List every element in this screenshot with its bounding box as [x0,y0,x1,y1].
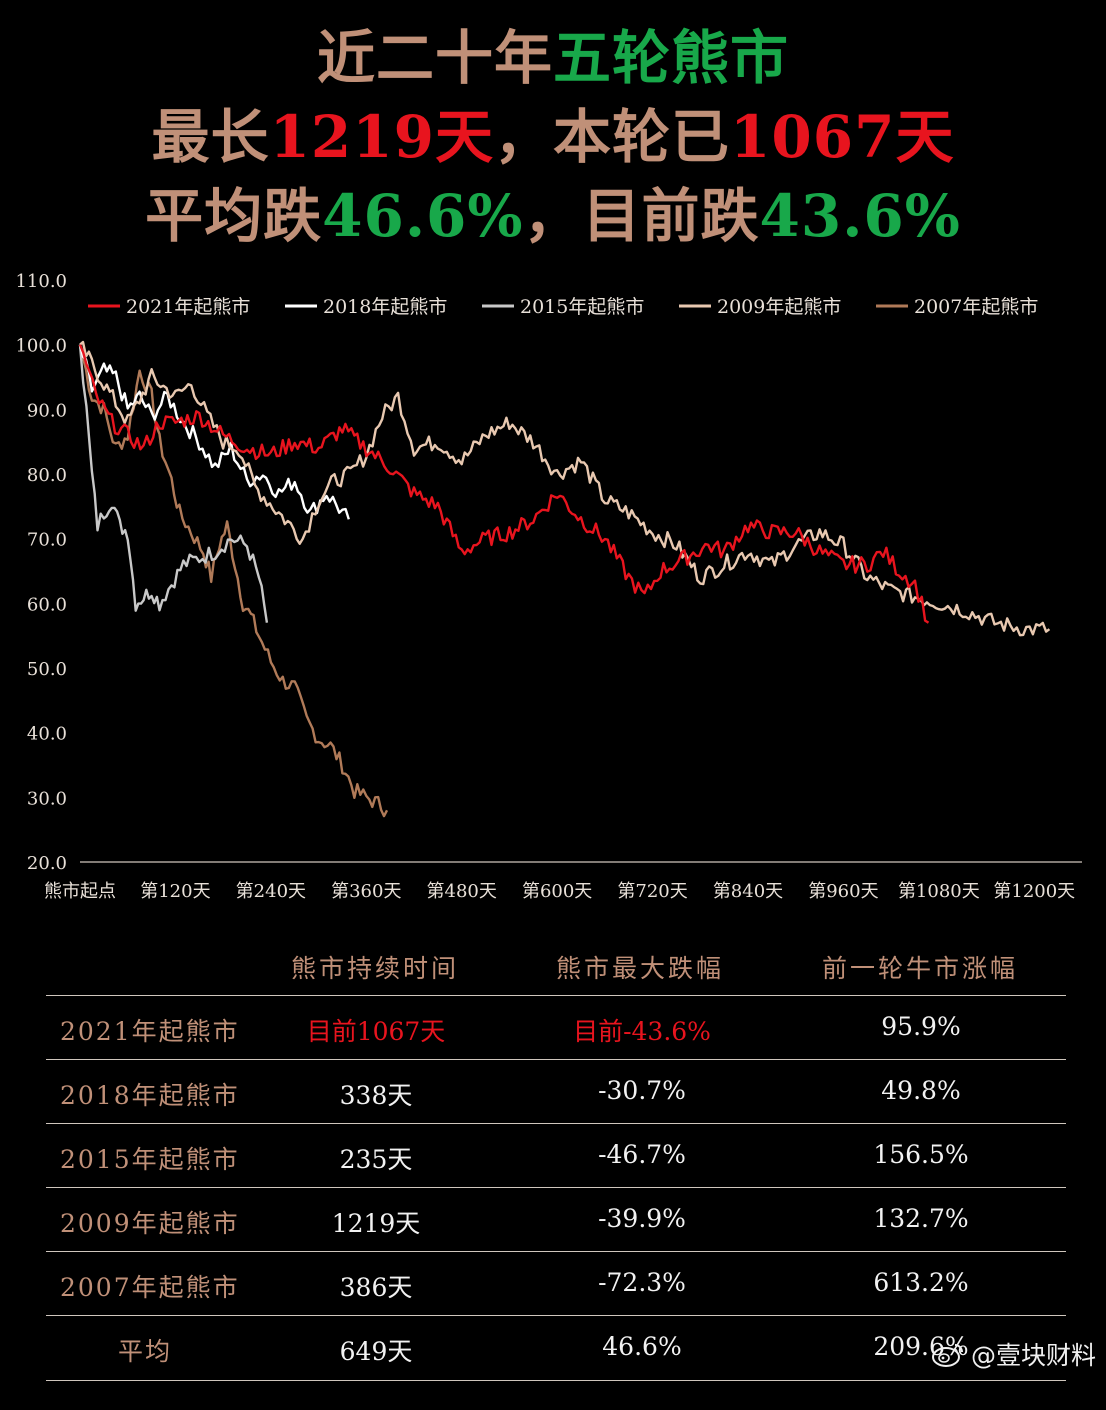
x-tick-label: 熊市起点 [44,881,116,902]
headline-line-1: 近二十年五轮熊市 [0,28,1106,88]
series-line-2009 [79,340,1051,637]
cell-duration: 1219天 [331,1209,421,1238]
x-tick-label: 第120天 [140,881,210,902]
cell-duration: 338天 [339,1081,413,1110]
cell-gain: 95.9% [881,1012,961,1041]
headline-3c: ，目前跌 [523,182,760,250]
series-line-2018 [78,344,350,520]
header-prior-gain: 前一轮牛市涨幅 [822,954,1019,983]
headline-line-2: 最长1219天，本轮已1067天 [0,107,1106,167]
row-label: 2015年起熊市 [60,1145,240,1174]
headline-3d: 43.6% [759,182,961,250]
row-label: 2009年起熊市 [60,1209,240,1238]
row-label: 2018年起熊市 [60,1081,240,1110]
legend-label: 2007年起熊市 [914,296,1038,318]
headline-2b: 1219天 [269,103,494,171]
headline-1b: 五轮熊市 [553,24,790,92]
y-tick-label: 50.0 [27,659,67,680]
cell-drop: -30.7% [598,1076,686,1105]
table-row-average: 平均 649天 46.6% 209.6% [46,1315,1066,1380]
x-tick-label: 第240天 [236,881,306,902]
cell-duration: 649天 [339,1337,413,1366]
cell-duration: 235天 [339,1145,413,1174]
y-tick-label: 80.0 [27,465,67,486]
watermark-text: @壹块财料 [970,1341,1096,1370]
x-tick-label: 第1080天 [898,881,980,902]
headline-line-3: 平均跌46.6%，目前跌43.6% [0,186,1106,246]
cell-gain: 613.2% [873,1268,969,1297]
cell-gain: 132.7% [873,1204,969,1233]
x-tick-label: 第1200天 [993,881,1075,902]
table-bottom-rule [46,1380,1066,1381]
legend-label: 2021年起熊市 [126,296,250,318]
cell-drop: 46.6% [602,1332,682,1361]
series-lines [78,340,1051,818]
x-tick-label: 第960天 [808,881,878,902]
cell-gain: 156.5% [873,1140,969,1169]
legend-label: 2015年起熊市 [520,296,644,318]
cell-drop: 目前-43.6% [573,1017,711,1046]
legend: 2021年起熊市 2018年起熊市 2015年起熊市 2009年起熊市 2007年起熊市 [88,296,1038,318]
headline-3a: 平均跌 [145,182,323,250]
headline-1a: 近二十年 [316,24,553,92]
y-tick-label: 20.0 [27,853,67,874]
y-tick-label: 30.0 [27,788,67,809]
cell-drop: -46.7% [598,1140,686,1169]
legend-label: 2009年起熊市 [717,296,841,318]
headline-2c: ，本轮已 [494,103,731,171]
cell-duration: 目前1067天 [306,1017,446,1046]
headline-2a: 最长 [151,103,270,171]
series-line-2007 [78,344,389,818]
y-tick-label: 110.0 [15,271,67,292]
cell-gain: 49.8% [881,1076,961,1105]
x-tick-label: 第720天 [617,881,687,902]
table-row: 2009年起熊市 1219天 -39.9% 132.7% [46,1187,1066,1252]
y-axis: 110.0 100.0 90.0 80.0 70.0 60.0 50.0 40.0 30.0 20… [15,271,67,874]
cell-drop: -72.3% [598,1268,686,1297]
headline-3b: 46.6% [322,182,524,250]
header-duration: 熊市持续时间 [291,954,460,983]
cell-drop: -39.9% [598,1204,686,1233]
headline-2d: 1067天 [730,103,955,171]
table-row: 2021年起熊市 目前1067天 目前-43.6% 95.9% [46,995,1066,1060]
row-label: 2007年起熊市 [60,1273,240,1302]
table-row: 2007年起熊市 386天 -72.3% 613.2% [46,1251,1066,1316]
y-tick-label: 100.0 [15,336,67,357]
watermark: @壹块财料 [931,1336,1096,1372]
series-line-2015 [78,344,269,623]
cell-duration: 386天 [339,1273,413,1302]
x-tick-label: 第360天 [331,881,401,902]
series-line-2021 [78,344,930,624]
legend-label: 2018年起熊市 [323,296,447,318]
x-tick-label: 第480天 [427,881,497,902]
y-tick-label: 40.0 [27,724,67,745]
row-label: 2021年起熊市 [60,1017,240,1046]
table-row: 2015年起熊市 235天 -46.7% 156.5% [46,1123,1066,1188]
x-axis: 熊市起点 第120天 第240天 第360天 第480天 第600天 第720天 第840天 第… [44,861,1082,902]
y-tick-label: 60.0 [27,594,67,615]
x-tick-label: 第600天 [522,881,592,902]
header-max-drop: 熊市最大跌幅 [556,954,725,983]
y-tick-label: 70.0 [27,530,67,551]
row-label: 平均 [118,1337,173,1366]
cell-gain: 209.6% [873,1332,969,1361]
weibo-icon [931,1340,965,1368]
bear-market-line-chart: 110.0 100.0 90.0 80.0 70.0 60.0 50.0 40.0 30.0 20… [15,271,1082,902]
x-tick-label: 第840天 [713,881,783,902]
y-tick-label: 90.0 [27,400,67,421]
table-row: 2018年起熊市 338天 -30.7% 49.8% [46,1059,1066,1124]
table-header: 熊市持续时间 熊市最大跌幅 前一轮牛市涨幅 [46,935,1066,995]
